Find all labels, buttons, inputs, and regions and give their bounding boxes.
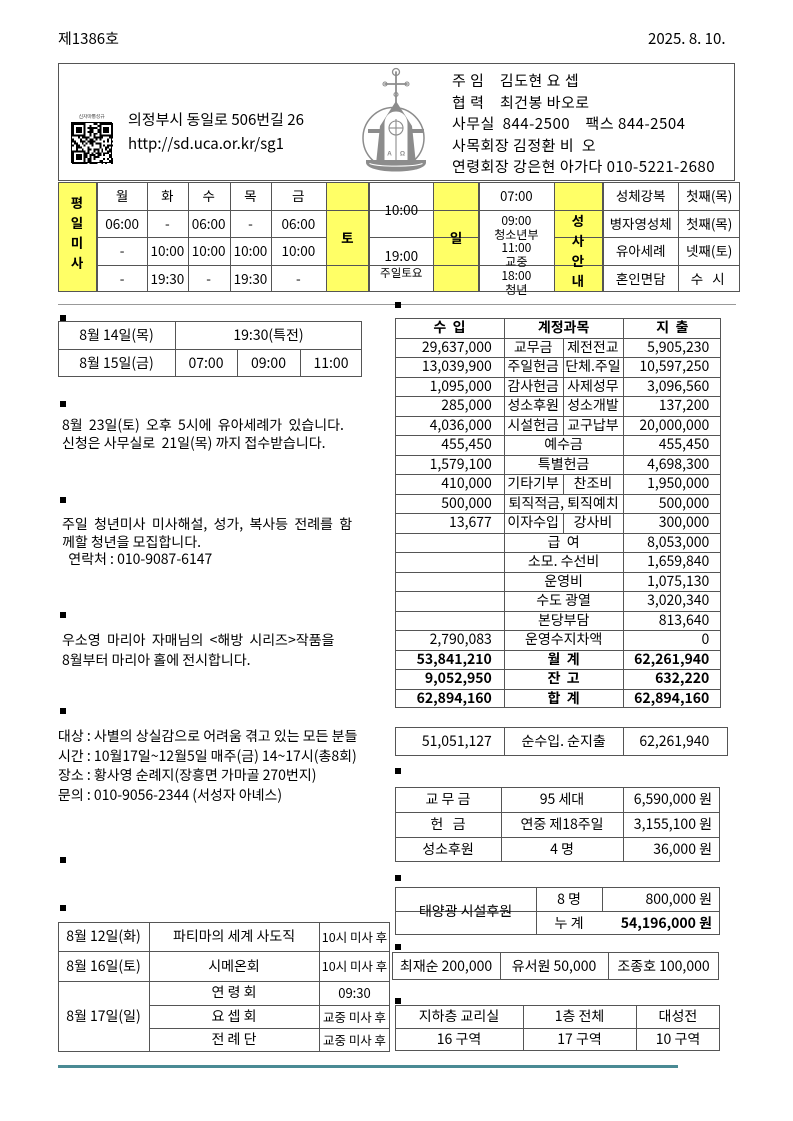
svg-text:A: A [387,151,392,158]
svg-text:Ω: Ω [400,151,405,158]
